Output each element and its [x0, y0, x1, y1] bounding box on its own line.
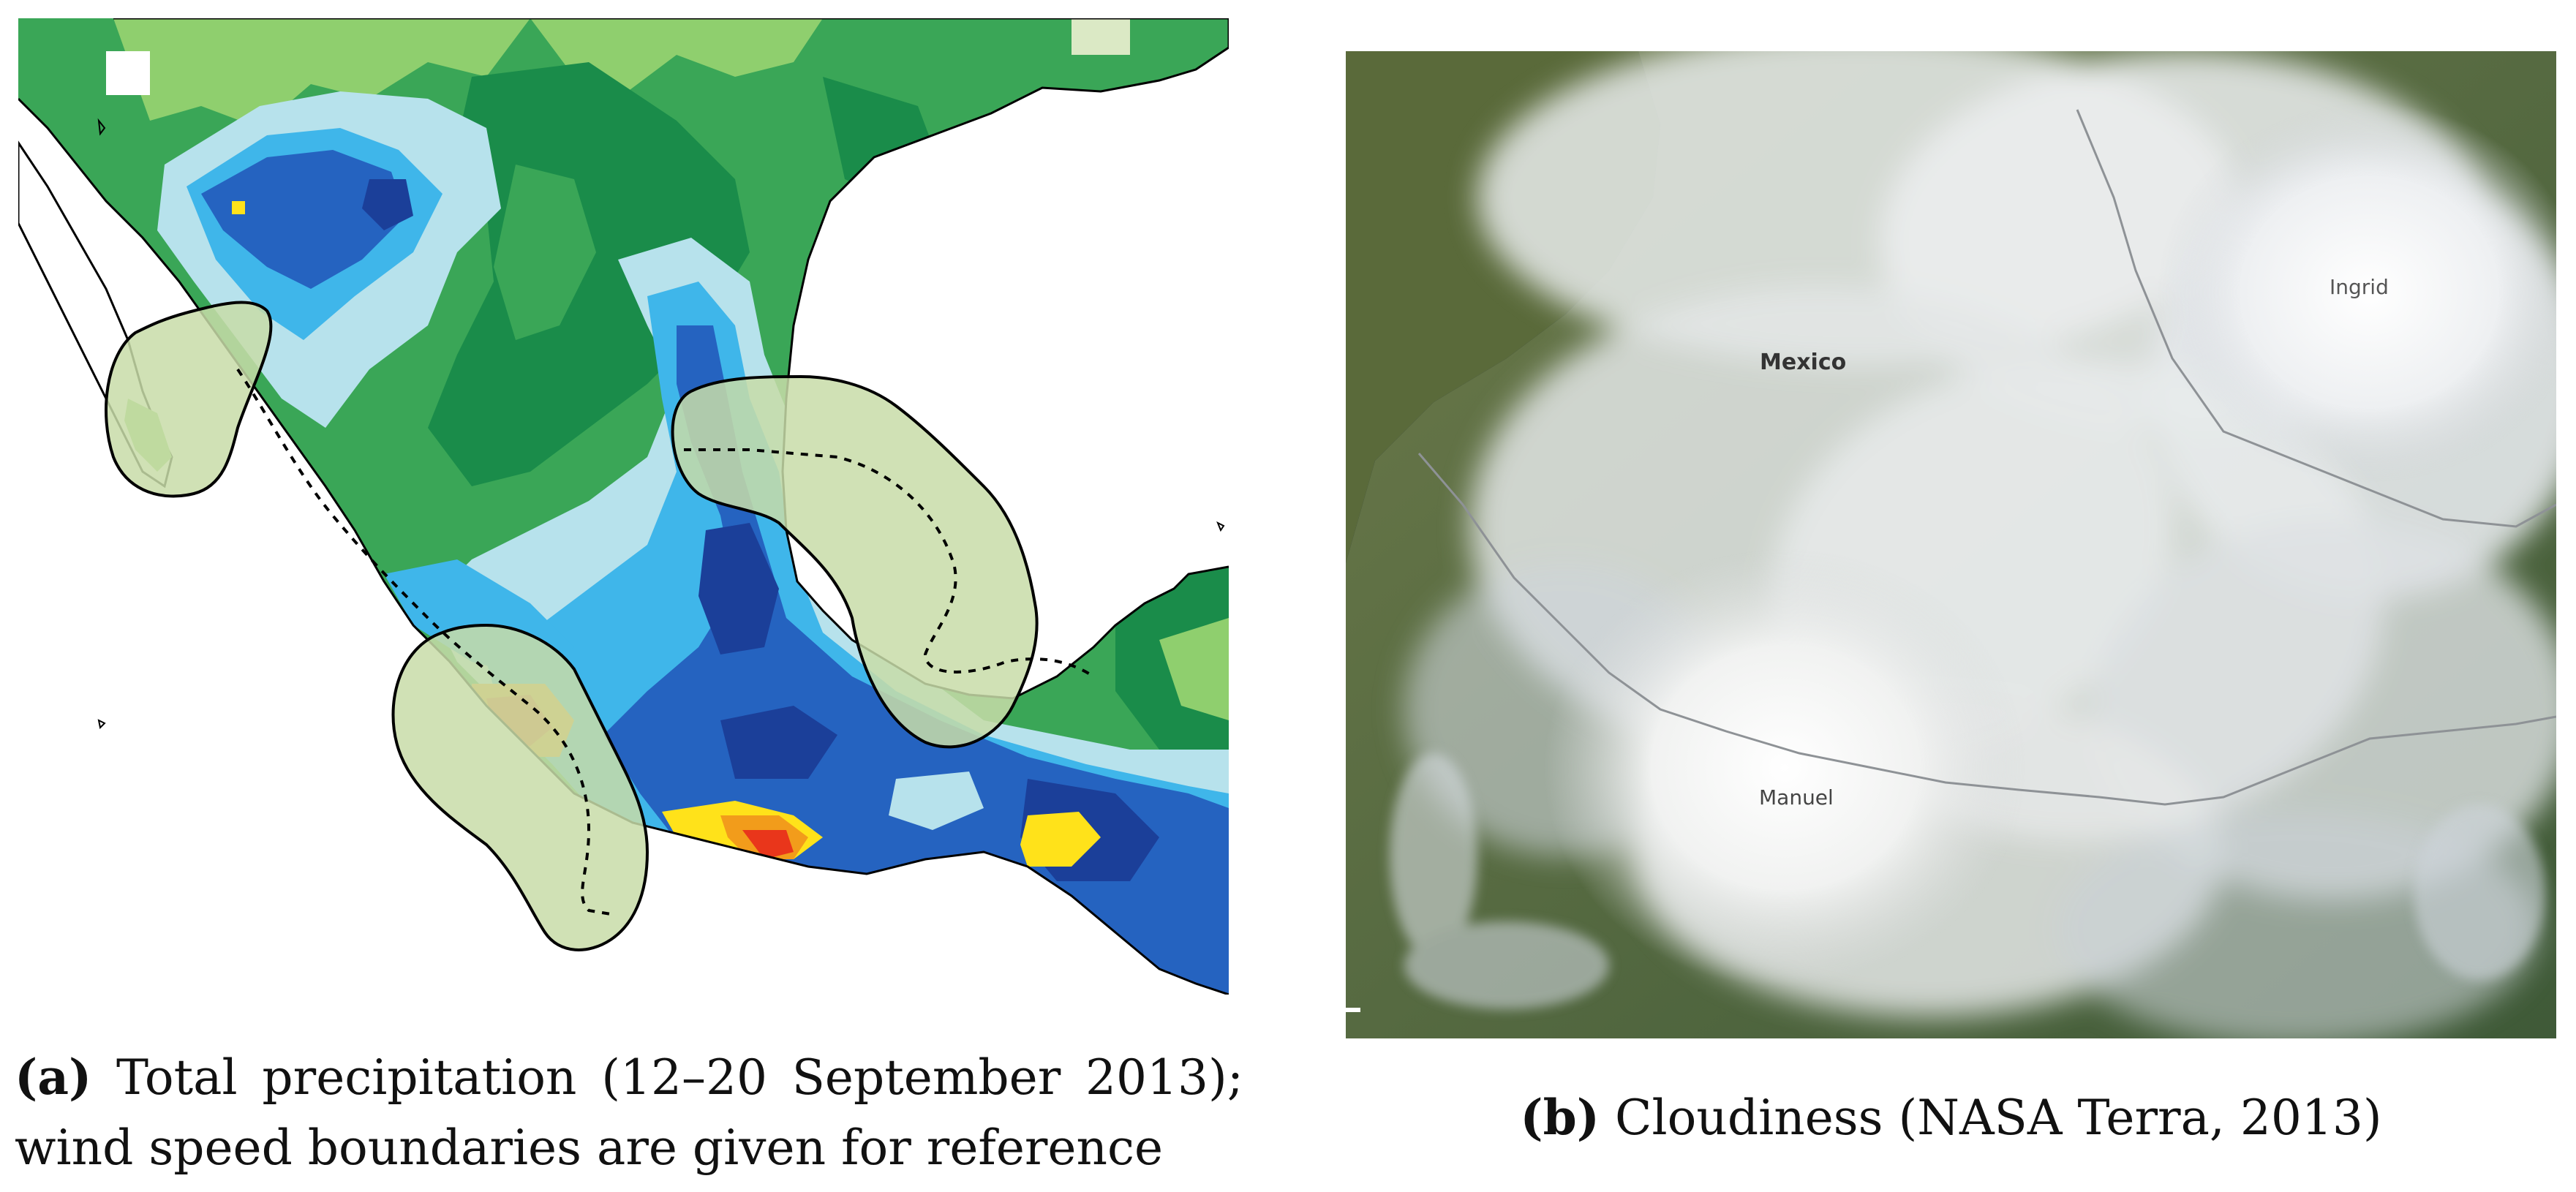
hurricane-manuel — [1543, 548, 2026, 987]
precipitation-map-svg — [18, 18, 1229, 995]
islands — [97, 118, 1225, 730]
hurricane-ingrid — [2158, 102, 2556, 483]
label-mexico: Mexico — [1760, 350, 1846, 375]
caption-a-text: Total precipitation (12–20 September 201… — [15, 1049, 1243, 1176]
wind-speed-boundaries — [105, 301, 1095, 951]
country-border — [1417, 453, 2556, 806]
caption-b: (b) Cloudiness (NASA Terra, 2013) — [1346, 1082, 2556, 1153]
caption-b-tag: (b) — [1520, 1089, 1600, 1146]
scale-mark — [1346, 1008, 1360, 1012]
caption-b-text: Cloudiness (NASA Terra, 2013) — [1615, 1090, 2382, 1146]
caption-a-tag: (a) — [15, 1049, 92, 1106]
missing-data-patch — [106, 51, 150, 95]
satellite-image-svg: Mexico Manuel Ingrid — [1346, 51, 2556, 1038]
storm-track — [684, 448, 1095, 678]
wind-zone — [105, 301, 273, 498]
wind-zone — [671, 374, 1039, 749]
satellite-image: Mexico Manuel Ingrid — [1346, 51, 2556, 1038]
state-border — [2076, 109, 2556, 528]
wind-zone — [391, 623, 649, 951]
precipitation-map — [18, 18, 1229, 995]
label-manuel: Manuel — [1759, 785, 1834, 810]
label-ingrid: Ingrid — [2330, 275, 2389, 299]
missing-data-patch — [1072, 18, 1130, 55]
caption-a: (a) Total precipitation (12–20 September… — [15, 1042, 1243, 1183]
storm-track — [236, 368, 611, 916]
